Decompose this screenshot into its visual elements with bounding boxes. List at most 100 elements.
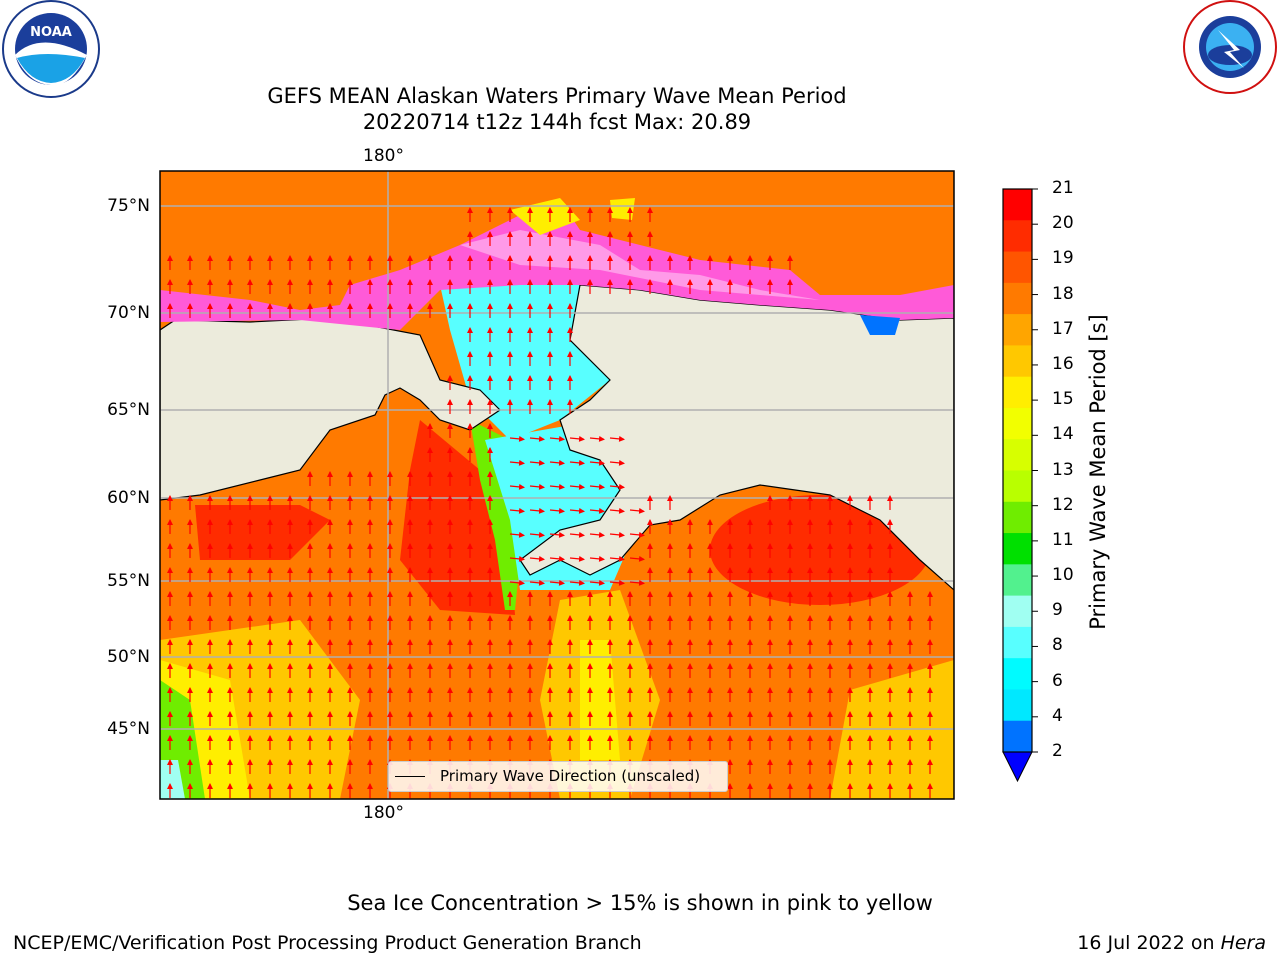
colorbar-tick-label: 9 xyxy=(1052,600,1063,621)
wave-arrow xyxy=(629,579,645,586)
colorbar-tick-label: 4 xyxy=(1052,705,1063,726)
wave-arrow xyxy=(589,507,605,514)
map-frame xyxy=(159,170,955,800)
wave-arrow xyxy=(549,459,565,466)
lat-label: 45°N xyxy=(107,719,150,739)
wave-arrow xyxy=(589,483,605,490)
lat-label: 50°N xyxy=(107,647,150,667)
lat-label: 65°N xyxy=(107,400,150,420)
colorbar-tick-label: 2 xyxy=(1052,741,1063,761)
lat-label: 60°N xyxy=(107,488,150,508)
wave-arrow xyxy=(609,579,625,586)
colorbar-band xyxy=(1003,595,1032,628)
wave-arrow xyxy=(629,555,645,562)
lat-label: 70°N xyxy=(107,303,150,323)
sea-ice-note: Sea Ice Concentration > 15% is shown in … xyxy=(347,891,933,915)
colorbar-band xyxy=(1003,345,1032,378)
colorbar-tick-label: 10 xyxy=(1052,565,1074,586)
colorbar-band xyxy=(1003,626,1032,659)
legend-label: Primary Wave Direction (unscaled) xyxy=(440,767,701,785)
colorbar-band xyxy=(1003,501,1032,534)
wave-arrow xyxy=(589,435,605,442)
chart-title: GEFS MEAN Alaskan Waters Primary Wave Me… xyxy=(267,84,847,108)
chart-subtitle: 20220714 t12z 144h fcst Max: 20.89 xyxy=(362,110,752,134)
colorbar-title: Primary Wave Mean Period [s] xyxy=(1086,314,1110,630)
map-gridlines xyxy=(160,171,954,799)
legend-line-swatch xyxy=(395,776,425,777)
colorbar-tick-label: 20 xyxy=(1052,213,1074,234)
wave-arrow xyxy=(569,435,585,442)
lon-label-top: 180° xyxy=(363,146,404,166)
wave-arrow xyxy=(549,483,565,490)
wave-arrow xyxy=(589,459,605,466)
wave-arrow xyxy=(569,459,585,466)
footer-date: 16 Jul 2022 on Hera xyxy=(1077,932,1266,954)
lat-label: 55°N xyxy=(107,571,150,591)
colorbar-tick-label: 11 xyxy=(1052,529,1074,550)
wave-arrow xyxy=(609,555,625,562)
colorbar-band xyxy=(1003,220,1032,253)
colorbar-band xyxy=(1003,189,1032,221)
colorbar-tick-label: 15 xyxy=(1052,389,1074,410)
colorbar-tick-label: 18 xyxy=(1052,283,1074,304)
wave-arrow xyxy=(569,483,585,490)
wave-arrow xyxy=(529,483,545,490)
wave-zone-high-bering xyxy=(400,420,515,615)
wave-arrow xyxy=(529,459,545,466)
colorbar-tick-label: 14 xyxy=(1052,424,1074,445)
footer-date-prefix: 16 Jul 2022 on xyxy=(1077,932,1221,954)
colorbar-band xyxy=(1003,533,1032,565)
svg-text:NOAA: NOAA xyxy=(30,25,72,40)
wave-arrow xyxy=(509,483,525,490)
colorbar-band xyxy=(1003,720,1032,753)
lon-label-bottom: 180° xyxy=(363,803,404,823)
wave-arrow xyxy=(589,555,605,562)
wave-arrow xyxy=(609,459,625,466)
wave-arrow xyxy=(509,555,525,562)
colorbar-band xyxy=(1003,439,1032,471)
wave-arrow xyxy=(549,531,565,538)
wave-arrow xyxy=(569,555,585,562)
wave-arrow xyxy=(549,555,565,562)
wave-arrow xyxy=(629,507,645,514)
colorbar-tick-label: 21 xyxy=(1052,178,1074,198)
colorbar-tick-label: 16 xyxy=(1052,353,1074,374)
wave-arrow xyxy=(609,435,625,442)
wave-arrow xyxy=(529,507,545,514)
noaa-logo: NOAA xyxy=(2,0,100,98)
colorbar-band xyxy=(1003,251,1032,284)
colorbar-tick-label: 8 xyxy=(1052,635,1063,656)
colorbar-under-triangle xyxy=(1002,751,1033,783)
wave-arrow xyxy=(529,555,545,562)
nws-logo xyxy=(1183,0,1277,94)
wave-arrow xyxy=(549,579,565,586)
wave-arrow xyxy=(549,507,565,514)
wave-arrow xyxy=(509,507,525,514)
colorbar-band xyxy=(1003,407,1032,440)
colorbar-tick-label: 6 xyxy=(1052,670,1063,691)
wave-arrow xyxy=(509,531,525,538)
wave-arrow xyxy=(569,507,585,514)
wave-zone-high-goa xyxy=(710,495,930,605)
wave-arrow xyxy=(609,483,625,490)
map-legend: Primary Wave Direction (unscaled) xyxy=(388,761,728,792)
colorbar-band xyxy=(1003,658,1032,690)
lat-label: 75°N xyxy=(107,196,150,216)
wave-arrow xyxy=(569,579,585,586)
colorbar-band xyxy=(1003,470,1032,503)
footer-credit: NCEP/EMC/Verification Post Processing Pr… xyxy=(13,932,642,954)
colorbar-band xyxy=(1003,564,1032,597)
wave-arrow xyxy=(629,531,645,538)
wave-arrow xyxy=(609,531,625,538)
colorbar-band xyxy=(1003,314,1032,346)
colorbar-band xyxy=(1003,376,1032,409)
wave-arrow xyxy=(529,531,545,538)
wave-arrow xyxy=(609,507,625,514)
wave-arrow xyxy=(529,579,545,586)
wave-arrow xyxy=(589,579,605,586)
wave-arrow xyxy=(549,435,565,442)
wave-arrow xyxy=(509,435,525,442)
wave-direction-arrows xyxy=(167,207,933,798)
